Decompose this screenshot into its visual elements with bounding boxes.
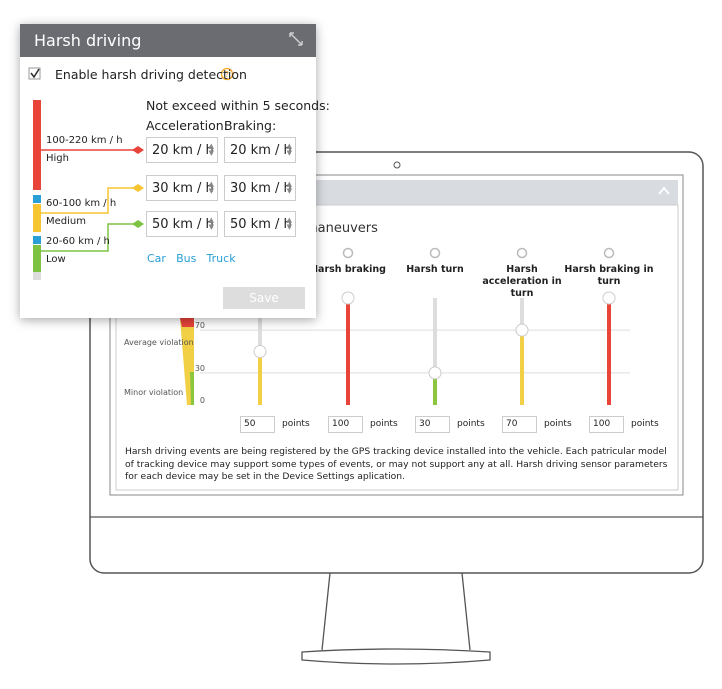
speed-value: 30 km / h bbox=[152, 181, 214, 196]
column-icon bbox=[342, 247, 354, 259]
level-range: 20-60 km / h bbox=[46, 236, 110, 247]
level-diamond bbox=[132, 220, 144, 228]
column-icon bbox=[516, 247, 528, 259]
checkbox bbox=[28, 67, 41, 80]
spinner[interactable]: ▲ ▼ bbox=[286, 180, 292, 195]
speed-input[interactable]: 30 km / h ▲ ▼ bbox=[224, 175, 296, 201]
points-input[interactable]: 30 bbox=[415, 416, 450, 433]
points-input[interactable]: 70 bbox=[502, 416, 537, 433]
scale-label: 30 bbox=[195, 364, 205, 373]
level-label: Average violation bbox=[124, 338, 194, 347]
points-unit: points bbox=[631, 419, 659, 429]
speed-input[interactable]: 50 km / h ▲ ▼ bbox=[146, 211, 218, 237]
spinner[interactable]: ▲ ▼ bbox=[208, 142, 214, 157]
camera bbox=[393, 161, 401, 169]
level-bar bbox=[33, 100, 41, 190]
points-unit: points bbox=[457, 419, 485, 429]
column-icon bbox=[429, 247, 441, 259]
speed-input[interactable]: 50 km / h ▲ ▼ bbox=[224, 211, 296, 237]
slider-knob[interactable] bbox=[515, 323, 529, 337]
section-heading: maneuvers bbox=[305, 221, 378, 236]
speed-value: 50 km / h bbox=[152, 217, 214, 232]
screen-panel bbox=[115, 204, 679, 491]
points-value: 30 bbox=[419, 419, 431, 429]
points-value: 100 bbox=[332, 419, 350, 429]
points-value: 70 bbox=[506, 419, 518, 429]
spinner[interactable]: ▲ ▼ bbox=[286, 142, 292, 157]
points-input[interactable]: 100 bbox=[328, 416, 363, 433]
check-mark bbox=[30, 68, 40, 79]
enable-label[interactable]: Enable harsh driving detection bbox=[55, 67, 247, 82]
level-diamond bbox=[132, 146, 144, 154]
points-input[interactable]: 100 bbox=[589, 416, 624, 433]
points-unit: points bbox=[282, 419, 310, 429]
level-handle bbox=[33, 236, 41, 244]
speed-value: 50 km / h bbox=[230, 217, 292, 232]
scale-label: 0 bbox=[200, 396, 205, 405]
stand-base bbox=[301, 648, 491, 665]
level-handle bbox=[33, 195, 41, 203]
popup: Harsh driving ? Not exceed within 5 seco… bbox=[20, 24, 330, 318]
severity-wedge-top bbox=[180, 318, 194, 327]
level-diamond bbox=[132, 184, 144, 192]
bar-bottom bbox=[33, 272, 41, 280]
level-name: Medium bbox=[46, 216, 86, 227]
level-name: High bbox=[46, 153, 69, 164]
level-label: Minor violation bbox=[124, 388, 184, 397]
points-value: 50 bbox=[244, 419, 256, 429]
column-label: Harsh turn bbox=[406, 264, 464, 275]
slider-knob[interactable] bbox=[253, 345, 267, 358]
points-unit: points bbox=[370, 419, 398, 429]
spinner[interactable]: ▲ ▼ bbox=[208, 180, 214, 195]
speed-input[interactable]: 20 km / h ▲ ▼ bbox=[224, 137, 296, 163]
speed-value: 30 km / h bbox=[230, 181, 292, 196]
collapse-icon[interactable] bbox=[658, 186, 670, 195]
points-input[interactable]: 50 bbox=[240, 416, 275, 433]
scale-label: 70 bbox=[195, 321, 205, 330]
points-unit: points bbox=[544, 419, 572, 429]
speed-value: 20 km / h bbox=[230, 143, 292, 158]
column-label: Harsh acceleration in turn bbox=[482, 264, 562, 299]
speed-input[interactable]: 30 km / h ▲ ▼ bbox=[146, 175, 218, 201]
save-button[interactable]: Save bbox=[223, 287, 305, 309]
vehicle-link[interactable]: Truck bbox=[206, 252, 236, 265]
level-bar bbox=[33, 245, 41, 272]
level-name: Low bbox=[46, 254, 66, 265]
level-range: 60-100 km / h bbox=[46, 198, 117, 209]
column-heading: Acceleration: bbox=[146, 118, 228, 133]
slider-knob[interactable] bbox=[341, 291, 355, 305]
column-label: Harsh braking in turn bbox=[564, 264, 654, 287]
speed-input[interactable]: 20 km / h ▲ ▼ bbox=[146, 137, 218, 163]
popup-title: Harsh driving bbox=[20, 24, 316, 57]
column-icon bbox=[603, 247, 615, 259]
limit-heading: Not exceed within 5 seconds: bbox=[146, 98, 330, 113]
level-bar bbox=[33, 204, 41, 232]
column-label: Harsh braking bbox=[310, 264, 386, 275]
vehicle-link[interactable]: Bus bbox=[176, 252, 197, 265]
severity-wedge-low bbox=[190, 372, 194, 405]
level-range: 100-220 km / h bbox=[46, 135, 123, 146]
vehicle-link[interactable]: Car bbox=[147, 252, 166, 265]
column-heading: Braking: bbox=[224, 118, 277, 133]
stand bbox=[321, 572, 471, 651]
slider-knob[interactable] bbox=[428, 366, 442, 380]
slider-knob[interactable] bbox=[602, 291, 616, 305]
spinner[interactable]: ▲ ▼ bbox=[208, 216, 214, 231]
spinner[interactable]: ▲ ▼ bbox=[286, 216, 292, 231]
points-value: 100 bbox=[593, 419, 611, 429]
note: Harsh driving events are being registere… bbox=[125, 446, 668, 482]
speed-value: 20 km / h bbox=[152, 143, 214, 158]
